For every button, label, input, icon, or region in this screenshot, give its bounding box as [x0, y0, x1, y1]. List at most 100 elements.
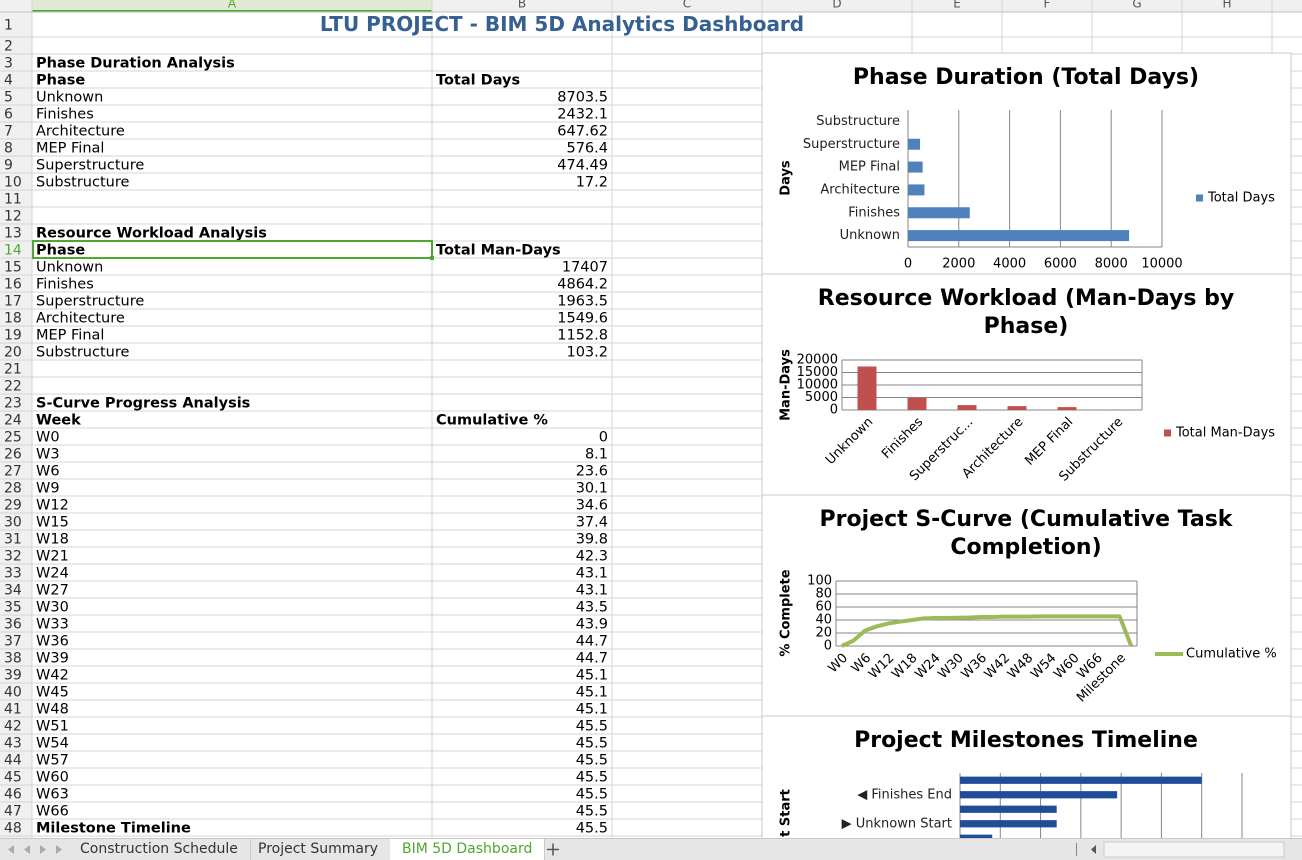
nav-prev[interactable]	[24, 845, 30, 854]
row-number: 12	[4, 209, 22, 225]
row-number: 19	[4, 328, 22, 344]
row-number: 34	[4, 583, 22, 599]
bar	[908, 230, 1130, 242]
cell-a: Unknown	[36, 260, 103, 276]
row-number: 15	[4, 260, 22, 276]
chart-title: Project Milestones Timeline	[854, 728, 1198, 753]
axis-title: Man-Days	[779, 349, 794, 421]
cell-b: 45.5	[576, 821, 608, 837]
cell-b: 8.1	[585, 447, 608, 463]
row-number: 18	[4, 311, 22, 327]
row-number: 30	[4, 515, 22, 531]
cell-b: 23.6	[576, 464, 608, 480]
row-number: 45	[4, 770, 22, 786]
selected-cell	[32, 240, 433, 259]
row-number: 44	[4, 753, 22, 769]
cell-a: Resource Workload Analysis	[36, 226, 267, 242]
x-tick-label: 6000	[1044, 257, 1077, 272]
row-number: 4	[4, 73, 13, 89]
bar	[960, 805, 1057, 813]
x-tick-label: 4000	[993, 257, 1026, 272]
cell-b: 474.49	[557, 158, 608, 174]
cell-a: Substructure	[36, 345, 129, 361]
chart: t Start01234567▶ Unknown Start◀ Finishes…	[761, 715, 1292, 860]
h-scrollbar[interactable]	[1086, 839, 1286, 860]
row-number: 23	[4, 396, 22, 412]
cell-a: W36	[36, 634, 69, 650]
nav-next[interactable]	[40, 845, 46, 854]
column-header: A	[228, 0, 237, 11]
cell-a: W18	[36, 532, 69, 548]
y-tick-label: 10000	[797, 378, 838, 393]
cell-b: 45.5	[576, 736, 608, 752]
axis-title: Days	[779, 160, 794, 196]
cell-a: Superstructure	[36, 158, 144, 174]
row-number: 11	[4, 192, 22, 208]
cell-b: 43.9	[576, 617, 608, 633]
bar	[908, 138, 921, 150]
sheet-tab[interactable]: Project Summary	[246, 839, 392, 860]
bar	[960, 820, 1057, 828]
row-number: 38	[4, 651, 22, 667]
legend-label: Cumulative %	[1186, 647, 1277, 662]
cell-b: 43.1	[576, 566, 608, 582]
column-header: G	[1132, 0, 1141, 11]
chart-area	[761, 494, 1292, 717]
cell-a: W54	[36, 736, 69, 752]
cell-b: 45.1	[576, 668, 608, 684]
cell-a: Architecture	[36, 311, 125, 327]
y-tick-label: 80	[815, 587, 832, 602]
cell-b: 2432.1	[557, 107, 608, 123]
sheet-tab[interactable]: Construction Schedule	[68, 839, 251, 860]
row-number: 7	[4, 124, 13, 140]
column-header: H	[1222, 0, 1231, 11]
bar	[960, 776, 1202, 784]
cell-b: 103.2	[566, 345, 608, 361]
row-number: 32	[4, 549, 22, 565]
category-label: Substructure	[816, 114, 900, 129]
cell-a: W45	[36, 685, 69, 701]
cell-b: 44.7	[576, 651, 608, 667]
category-label: Architecture	[820, 182, 900, 197]
cell-a: Finishes	[36, 107, 94, 123]
category-label: Superstructure	[803, 137, 900, 152]
cell-b: 1152.8	[557, 328, 608, 344]
cell-a: Unknown	[36, 90, 103, 106]
row-number: 21	[4, 362, 22, 378]
y-tick-label: 20	[815, 626, 832, 641]
cell-b: 39.8	[576, 532, 608, 548]
y-tick-label: 0	[830, 403, 838, 418]
x-tick-label: 2000	[942, 257, 975, 272]
category-label: Unknown	[840, 228, 900, 243]
cell-a: W63	[36, 787, 69, 803]
y-tick-label: 5000	[805, 390, 838, 405]
cell-b: 43.1	[576, 583, 608, 599]
chart: Days 0 2000 4000 6000 8000 10000 Unknown Finishe…	[761, 52, 1292, 275]
nav-first[interactable]	[8, 845, 14, 854]
bar	[908, 207, 970, 219]
row-number: 16	[4, 277, 22, 293]
bar	[908, 184, 925, 196]
bar	[1007, 406, 1027, 410]
bar	[957, 405, 977, 410]
legend-marker	[1196, 194, 1203, 202]
cell-a: W24	[36, 566, 69, 582]
cell-a: W33	[36, 617, 69, 633]
sheet-tab[interactable]: BIM 5D Dashboard	[390, 839, 546, 860]
cell-b: 45.1	[576, 685, 608, 701]
cell-b: Total Days	[436, 73, 520, 89]
cell-a: W6	[36, 464, 60, 480]
cell-a: Milestone Timeline	[36, 821, 191, 837]
tab-nav[interactable]	[0, 839, 70, 860]
nav-last[interactable]	[56, 845, 62, 854]
category-label: ◀ Finishes End	[857, 787, 952, 802]
cell-b: 45.5	[576, 770, 608, 786]
x-tick-label: 0	[904, 257, 912, 272]
row-number: 42	[4, 719, 22, 735]
cell-b: Total Man-Days	[436, 243, 561, 259]
row-number: 13	[4, 226, 22, 242]
cell-a: S-Curve Progress Analysis	[36, 396, 250, 412]
cell-a: W66	[36, 804, 69, 820]
legend-label: Total Days	[1207, 191, 1275, 206]
add-sheet[interactable]	[541, 839, 565, 860]
